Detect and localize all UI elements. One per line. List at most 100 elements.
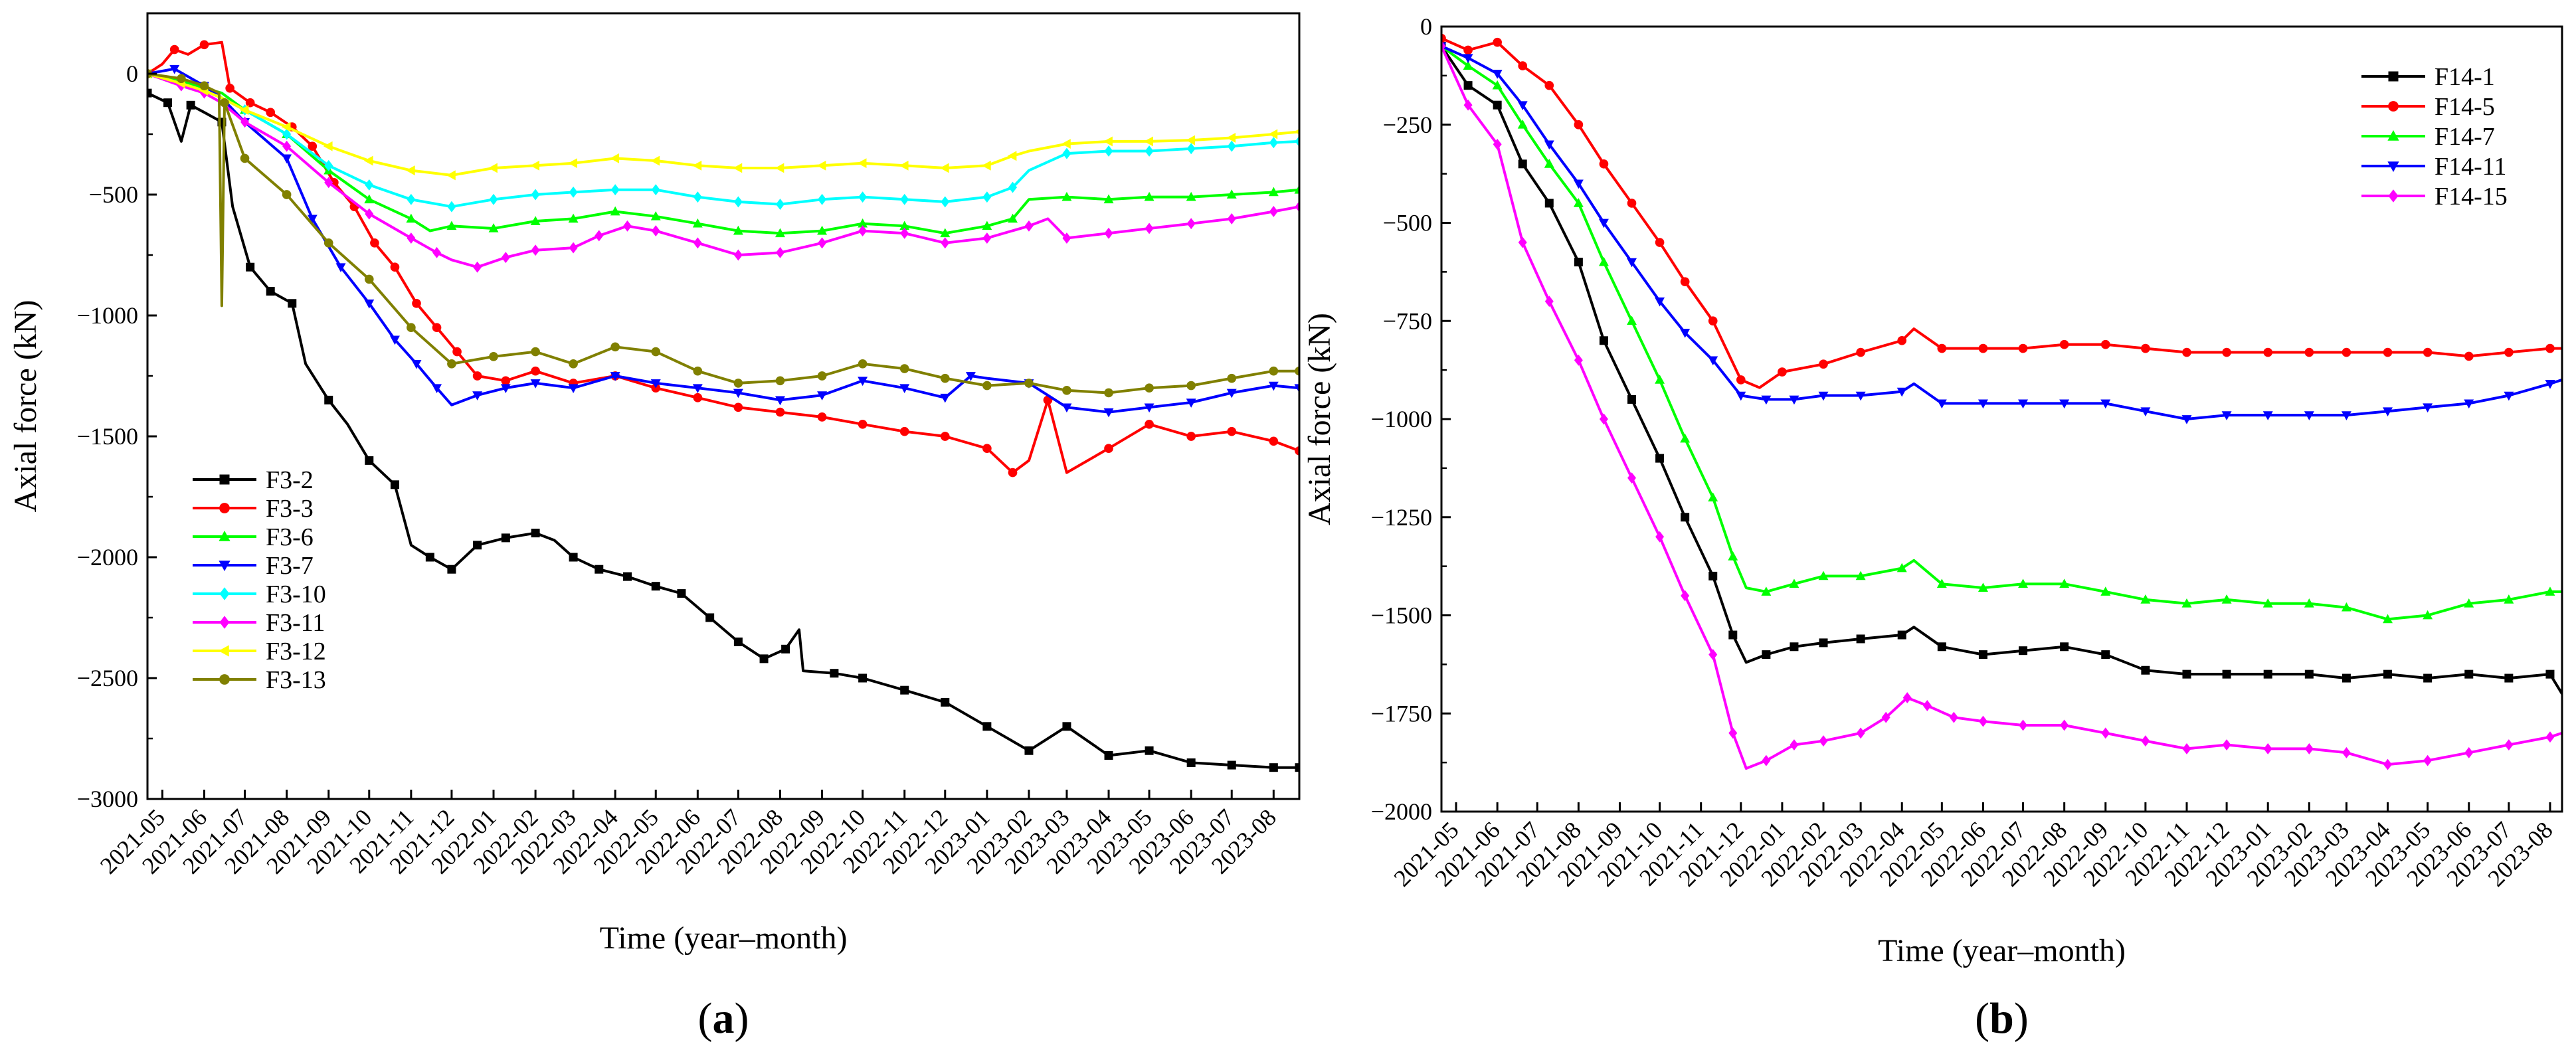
data-point — [2304, 411, 2314, 420]
data-point — [282, 190, 292, 199]
data-point — [288, 299, 297, 308]
data-point — [1186, 432, 1196, 441]
data-point — [693, 237, 702, 249]
legend-marker — [2387, 161, 2399, 172]
data-point — [2423, 610, 2433, 620]
data-point — [446, 170, 456, 181]
data-point — [1008, 213, 1018, 223]
data-point — [282, 140, 292, 152]
data-point — [2222, 739, 2231, 750]
data-point — [775, 228, 785, 238]
data-point — [1544, 140, 1554, 150]
series-line-F3-12 — [147, 72, 1299, 177]
data-point — [245, 98, 255, 108]
data-point — [411, 359, 422, 369]
data-point — [733, 249, 743, 261]
data-point — [1103, 194, 1114, 204]
data-point — [940, 373, 950, 383]
data-point — [982, 722, 992, 731]
data-point — [1104, 388, 1113, 398]
data-point — [390, 262, 400, 272]
legend-marker — [2388, 71, 2399, 82]
data-point — [2262, 598, 2273, 608]
data-point — [365, 456, 374, 465]
data-point — [488, 163, 498, 173]
data-point — [282, 154, 292, 164]
data-point — [1295, 201, 1299, 213]
data-point — [2140, 594, 2151, 604]
data-point — [335, 263, 346, 272]
y-tick-label: −750 — [1383, 307, 1432, 334]
data-point — [2504, 391, 2514, 401]
data-point — [1937, 343, 1947, 353]
data-point — [1294, 129, 1299, 135]
x-axis-title: Time (year–month) — [1878, 933, 2126, 968]
data-point — [1144, 403, 1154, 413]
data-point — [1104, 145, 1113, 157]
y-tick-label: −1250 — [1371, 504, 1432, 531]
data-point — [2019, 646, 2028, 656]
data-point — [1145, 419, 1154, 429]
data-point — [1627, 472, 1637, 484]
data-point — [1024, 379, 1034, 388]
data-point — [1655, 375, 1665, 384]
data-point — [177, 74, 186, 84]
data-point — [1574, 120, 1584, 130]
data-point — [1790, 739, 1799, 750]
data-point — [1708, 571, 1718, 580]
data-point — [2504, 739, 2514, 750]
series-line-F3-2 — [147, 92, 1299, 769]
data-point — [1186, 135, 1196, 145]
data-point — [1226, 389, 1237, 398]
data-point — [568, 384, 579, 393]
data-point — [1294, 384, 1299, 393]
data-point — [1818, 571, 1829, 580]
data-point — [365, 179, 374, 191]
data-point — [1599, 159, 1609, 169]
y-tick-label: 0 — [126, 60, 138, 87]
data-point — [2342, 347, 2351, 357]
data-point — [692, 218, 703, 228]
y-tick-label: −500 — [89, 181, 138, 208]
data-point — [1024, 220, 1034, 232]
data-point — [1226, 132, 1236, 143]
data-point — [447, 201, 456, 213]
data-point — [1790, 642, 1799, 652]
data-point — [1186, 758, 1196, 767]
data-point — [2545, 586, 2555, 596]
data-point — [1145, 145, 1154, 157]
y-tick-label: −500 — [1383, 210, 1432, 236]
data-point — [2059, 399, 2070, 409]
data-point — [163, 98, 173, 108]
data-point — [432, 384, 442, 393]
data-point — [1627, 395, 1637, 404]
data-point — [775, 407, 785, 417]
data-point — [447, 565, 456, 574]
data-point — [2100, 399, 2111, 409]
data-point — [1655, 531, 1665, 543]
data-point — [2140, 407, 2151, 416]
data-point — [816, 160, 826, 171]
data-point — [199, 81, 209, 91]
data-point — [1778, 367, 1787, 377]
data-point — [1518, 61, 1528, 70]
legend-label: F3-13 — [266, 666, 326, 694]
data-point — [186, 100, 195, 110]
data-point — [1544, 80, 1554, 90]
data-point — [623, 572, 632, 581]
data-point — [569, 359, 578, 369]
data-point — [2181, 598, 2192, 608]
data-point — [941, 697, 950, 707]
data-point — [982, 444, 992, 454]
data-point — [1978, 650, 1987, 659]
legend-label: F3-11 — [266, 609, 325, 637]
data-point — [2545, 379, 2555, 389]
data-point — [1762, 650, 1771, 659]
data-point — [1493, 37, 1502, 47]
data-point — [2383, 758, 2393, 770]
data-point — [447, 359, 456, 369]
data-point — [1544, 159, 1554, 168]
legend-label: F3-12 — [266, 638, 326, 665]
data-point — [1024, 746, 1034, 755]
data-point — [1627, 315, 1637, 325]
